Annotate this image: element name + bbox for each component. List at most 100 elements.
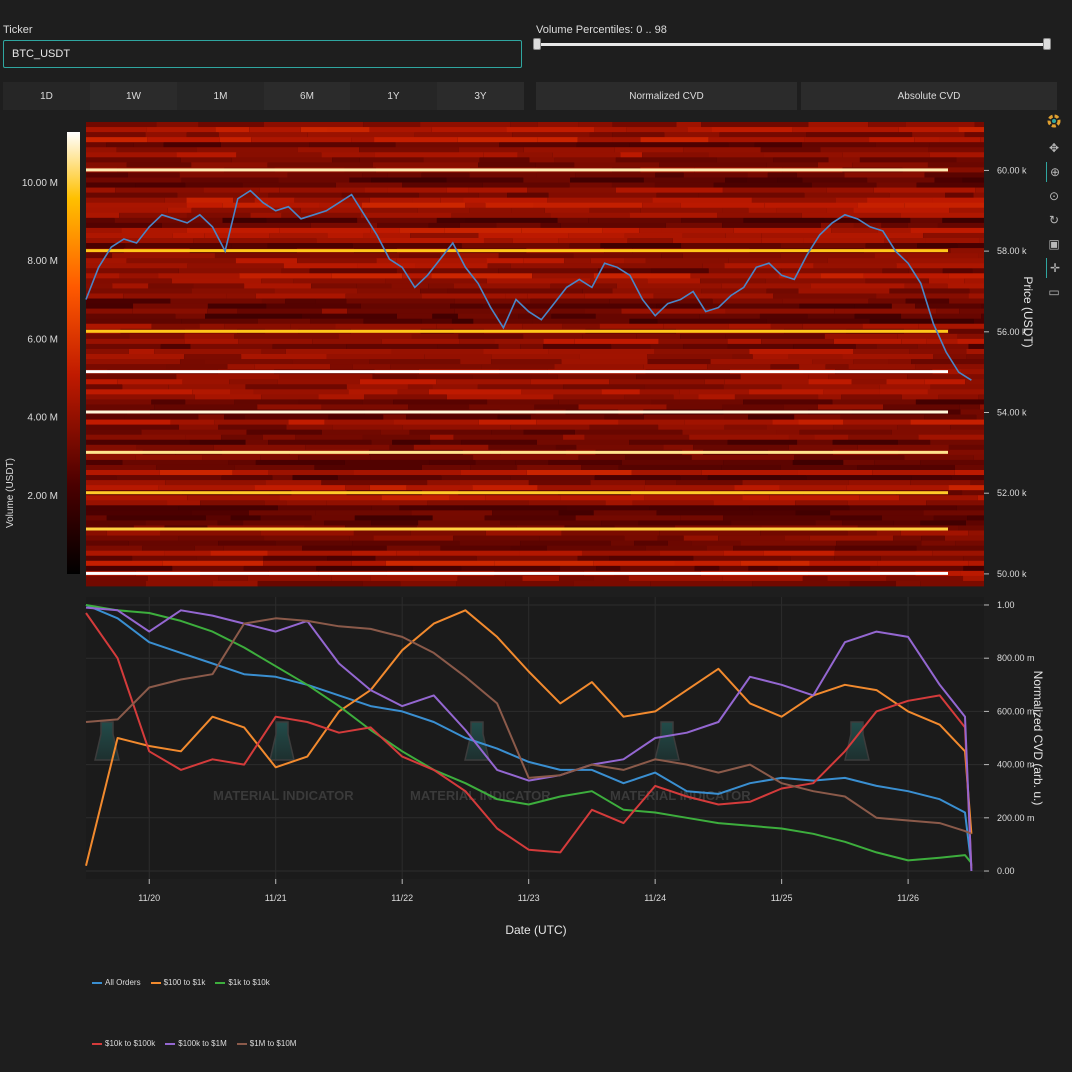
- box-zoom-icon[interactable]: ⊕: [1046, 162, 1063, 182]
- volume-percentile-slider[interactable]: [537, 43, 1049, 46]
- timeframe-3y-button[interactable]: 3Y: [437, 82, 524, 110]
- heatmap-cell: [381, 495, 450, 501]
- absolute-cvd-button[interactable]: Absolute CVD: [801, 82, 1057, 110]
- timeframe-1y-button[interactable]: 1Y: [350, 82, 437, 110]
- hover-icon[interactable]: ▭: [1048, 285, 1060, 299]
- legend-item[interactable]: $1k to $10k: [215, 978, 270, 987]
- timeframe-1m-button[interactable]: 1M: [177, 82, 264, 110]
- legend-item[interactable]: $10k to $100k: [92, 1039, 155, 1048]
- heatmap-cell: [436, 379, 531, 385]
- reset-icon[interactable]: ↻: [1048, 213, 1060, 227]
- heatmap-cell: [631, 470, 702, 476]
- heatmap-cell: [86, 505, 179, 511]
- heatmap-cell: [610, 540, 635, 547]
- heatmap-cell: [86, 560, 163, 567]
- heatmap-cell: [927, 389, 984, 395]
- heatmap-cell: [949, 298, 984, 304]
- heatmap-cell: [908, 258, 984, 264]
- heatmap-cell: [872, 470, 955, 476]
- heatmap-cell: [399, 505, 465, 511]
- heatmap-cell: [963, 565, 984, 572]
- heatmap-cell: [893, 535, 922, 542]
- normalized-cvd-button[interactable]: Normalized CVD: [536, 82, 797, 110]
- heatmap-cell: [867, 177, 935, 183]
- heatmap-cell: [309, 142, 396, 148]
- heatmap-cell: [746, 177, 778, 183]
- heatmap-cell: [612, 122, 677, 128]
- heatmap-cell: [428, 283, 454, 289]
- heatmap-cell: [179, 172, 288, 178]
- heatmap-cell: [520, 343, 543, 350]
- heatmap-cell: [223, 545, 303, 552]
- pan-icon[interactable]: ✥: [1048, 141, 1060, 155]
- heatmap-cell: [86, 177, 182, 183]
- crosshair-icon[interactable]: ✛: [1046, 258, 1063, 278]
- heatmap-cell: [896, 580, 921, 587]
- heatmap-cell: [424, 354, 492, 360]
- heatmap-cell: [682, 232, 726, 239]
- wheel-zoom-icon[interactable]: ⊙: [1048, 189, 1060, 203]
- heatmap-cell: [823, 389, 880, 395]
- heatmap-cell: [200, 500, 265, 506]
- heatmap-cell: [795, 510, 831, 516]
- heatmap-cell: [835, 545, 917, 552]
- heatmap-cell: [682, 253, 781, 259]
- heatmap-cell: [663, 444, 694, 451]
- legend-item[interactable]: All Orders: [92, 978, 141, 987]
- heatmap-cell: [332, 157, 360, 163]
- price-level-band: [86, 249, 948, 253]
- heatmap-cell: [911, 475, 952, 481]
- heatmap-cell: [616, 283, 722, 289]
- heatmap-cell: [272, 475, 293, 481]
- heatmap-cell: [498, 253, 574, 259]
- heatmap-cell: [945, 192, 974, 199]
- save-icon[interactable]: ▣: [1048, 237, 1060, 251]
- heatmap-cell: [309, 268, 397, 274]
- heatmap-cell: [886, 379, 925, 385]
- slider-handle-max[interactable]: [1043, 38, 1051, 50]
- heatmap-cell: [841, 394, 902, 400]
- timeframe-1d-button[interactable]: 1D: [3, 82, 90, 110]
- heatmap-cell: [335, 182, 403, 188]
- heatmap-cell: [809, 535, 894, 542]
- heatmap-cell: [682, 429, 777, 436]
- timeframe-6m-button[interactable]: 6M: [264, 82, 350, 110]
- heatmap-cell: [659, 162, 767, 168]
- heatmap-cell: [650, 343, 684, 350]
- heatmap-cell: [937, 222, 984, 229]
- heatmap-cell: [975, 187, 984, 194]
- heatmap-cell: [352, 243, 462, 249]
- legend-item[interactable]: $100k to $1M: [165, 1039, 227, 1048]
- heatmap-cell: [484, 515, 576, 521]
- heatmap-cell: [584, 293, 654, 299]
- heatmap-cell: [473, 454, 579, 461]
- slider-handle-min[interactable]: [533, 38, 541, 50]
- legend-item[interactable]: $1M to $10M: [236, 1039, 296, 1048]
- logo-icon[interactable]: [1046, 114, 1062, 134]
- heatmap-cell: [802, 323, 863, 330]
- heatmap-cell: [209, 222, 311, 229]
- ticker-input[interactable]: [3, 40, 522, 68]
- heatmap-cell: [960, 409, 984, 415]
- heatmap-cell: [921, 535, 945, 542]
- heatmap-cell: [537, 137, 578, 143]
- timeframe-1w-button[interactable]: 1W: [90, 82, 177, 110]
- heatmap-cell: [257, 404, 322, 410]
- heatmap-cell: [978, 394, 984, 400]
- heatmap-cell: [820, 273, 864, 279]
- heatmap-cell: [86, 399, 152, 405]
- cvd-series-line: [85, 609, 973, 866]
- heatmap-cell: [86, 303, 134, 310]
- heatmap-cell: [352, 364, 391, 370]
- heatmap-cell: [476, 555, 578, 562]
- heatmap-cell: [427, 480, 461, 486]
- cvd-plot-area[interactable]: [86, 597, 984, 879]
- legend-item[interactable]: $100 to $1k: [150, 978, 205, 987]
- heatmap-cell: [904, 283, 948, 289]
- heatmap-cell: [693, 444, 789, 451]
- heatmap-cell: [910, 480, 971, 486]
- heatmap-cell: [621, 308, 726, 315]
- watermark-flask-icon: [654, 721, 680, 761]
- heatmap-cell: [224, 323, 291, 330]
- heatmap-cell: [898, 127, 959, 133]
